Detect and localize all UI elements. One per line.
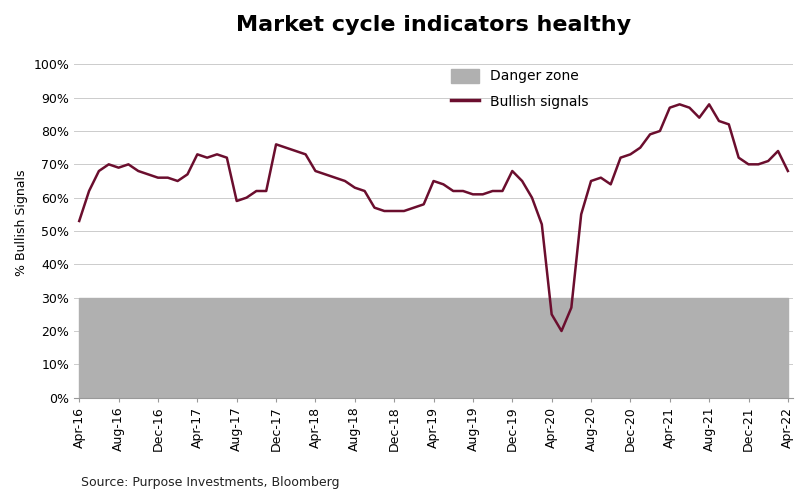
Y-axis label: % Bullish Signals: % Bullish Signals [15,169,28,276]
Title: Market cycle indicators healthy: Market cycle indicators healthy [236,15,631,35]
Text: Source: Purpose Investments, Bloomberg: Source: Purpose Investments, Bloomberg [81,476,339,489]
Legend: Danger zone, Bullish signals: Danger zone, Bullish signals [444,61,595,116]
